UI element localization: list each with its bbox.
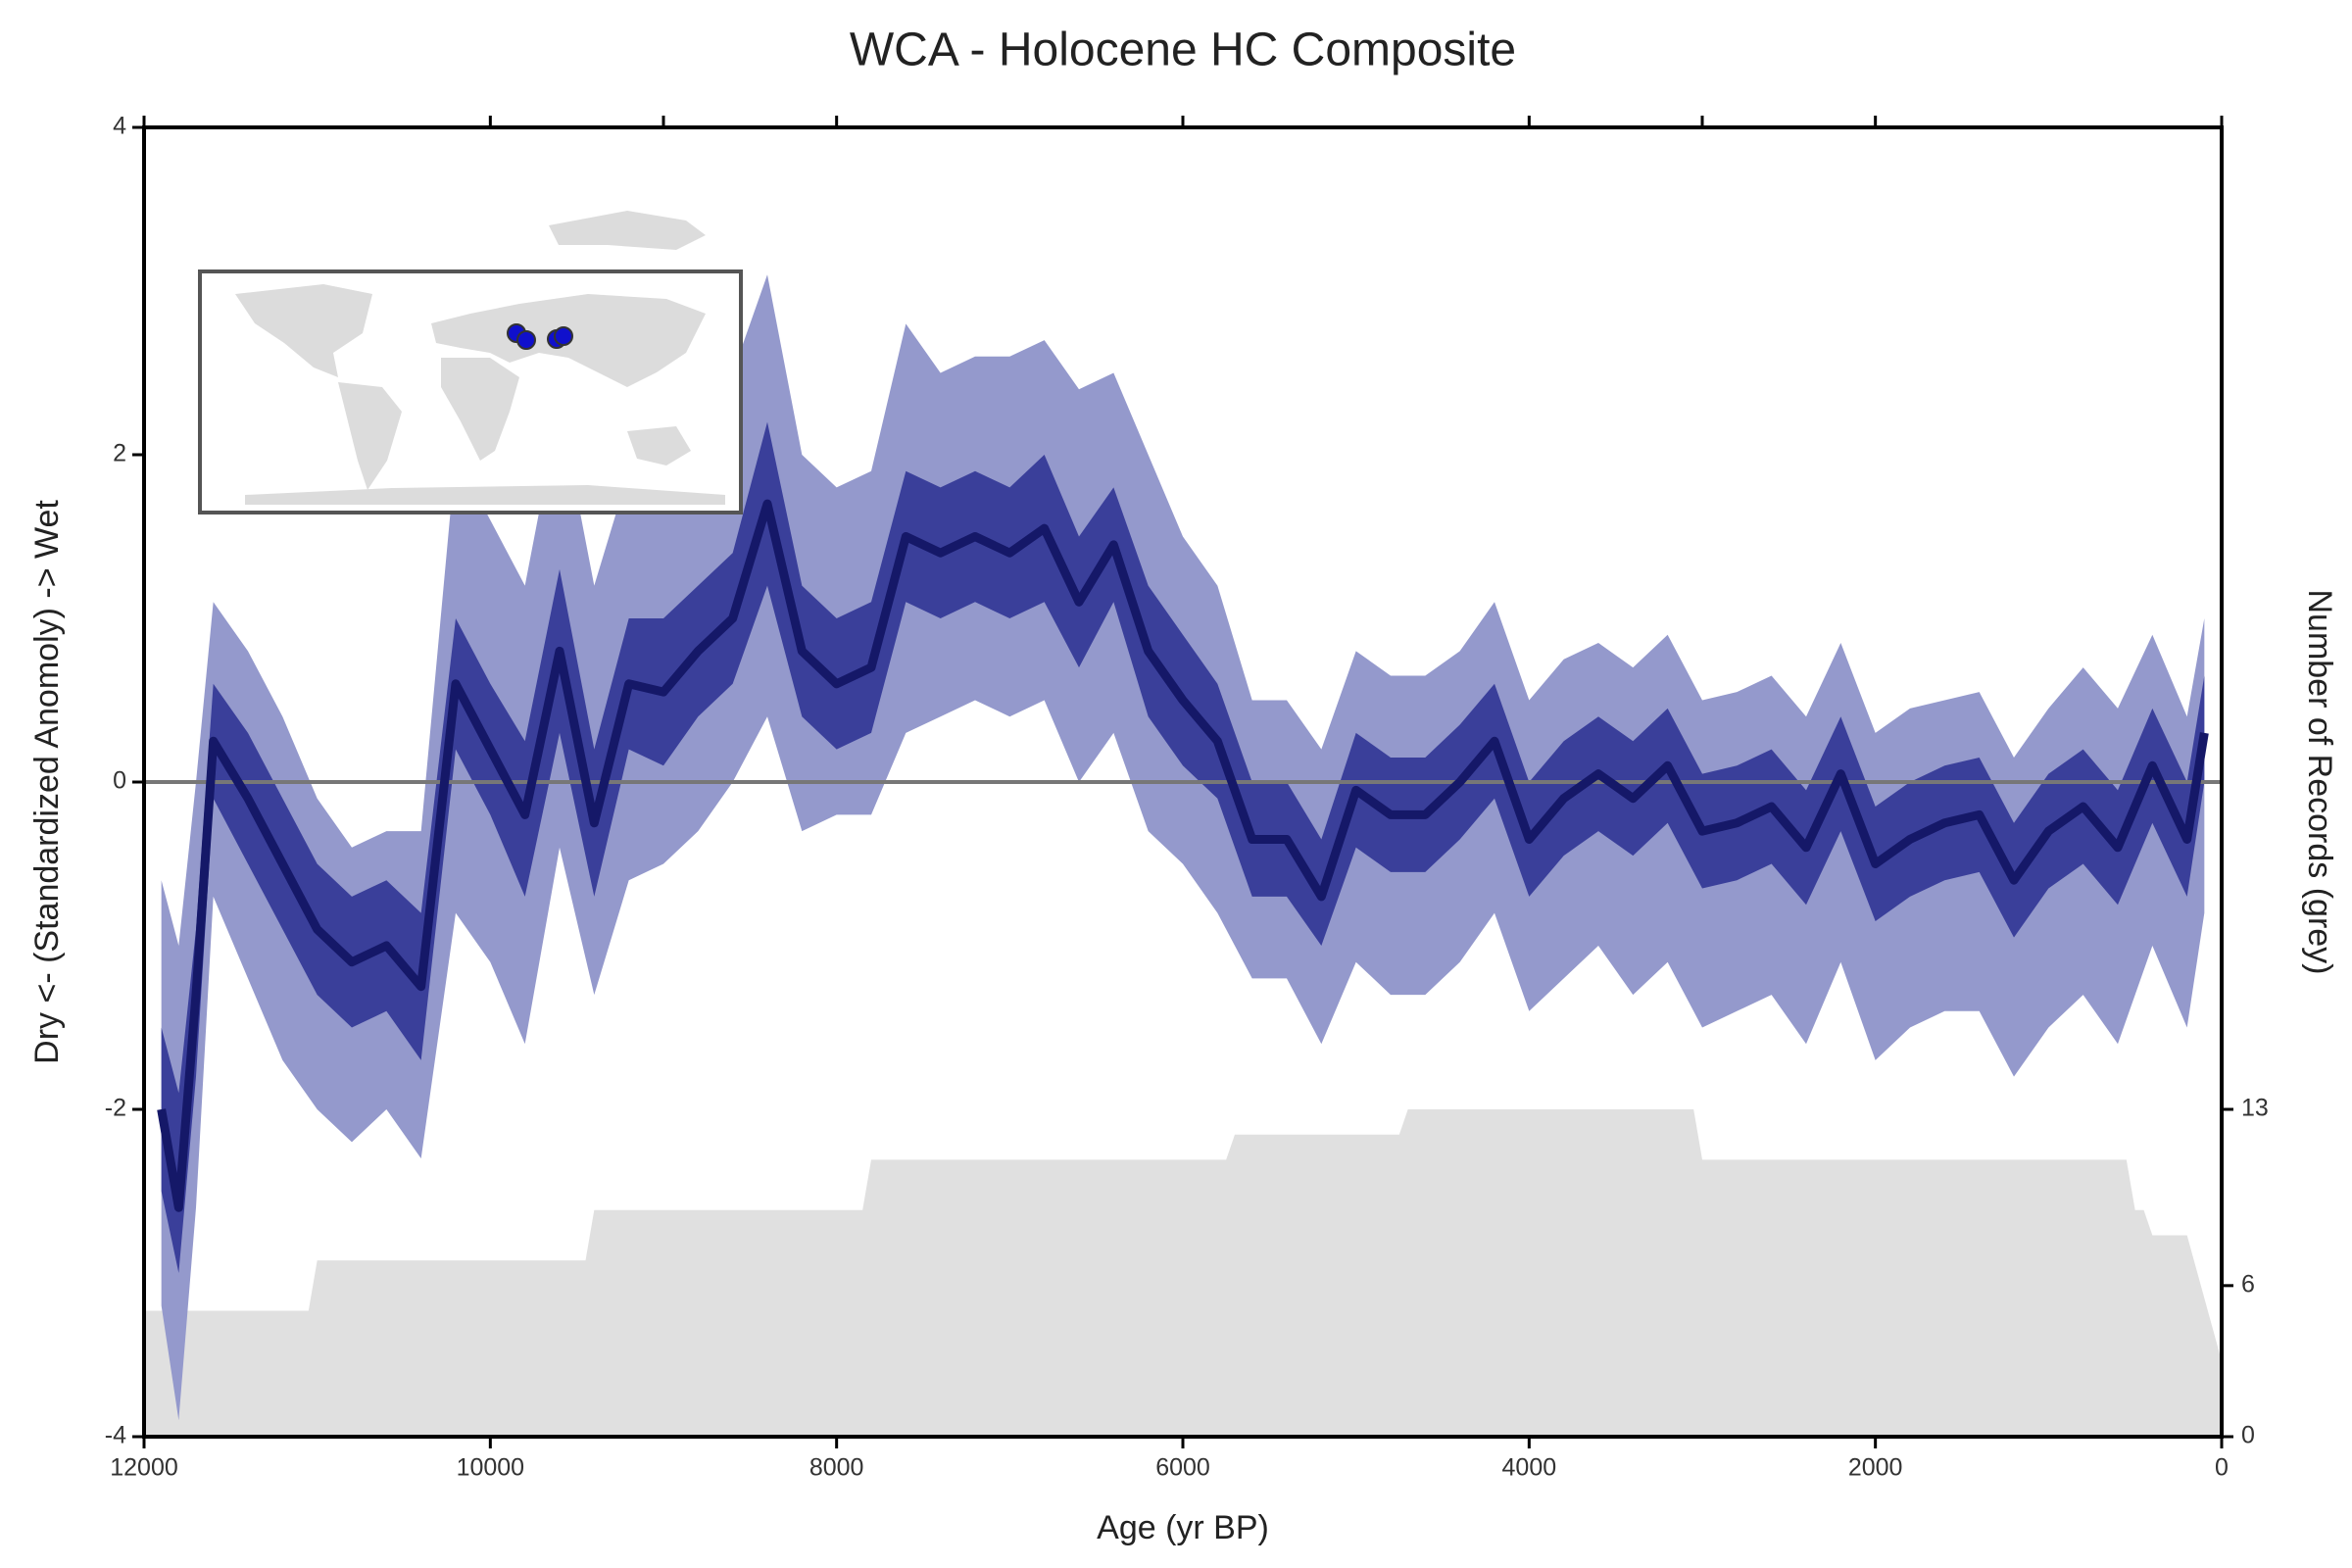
x-tick-label: 6000 (1155, 1454, 1210, 1482)
composite-line (157, 499, 2209, 1212)
uncertainty-band (161, 421, 2205, 1274)
y-tick-label: 2 (113, 440, 126, 467)
x-tick-label: 12000 (110, 1454, 178, 1482)
y2-tick-label: 6 (2241, 1270, 2255, 1298)
inset-map (198, 211, 743, 514)
x-tick-label: 4000 (1502, 1454, 1557, 1482)
y-tick-label: 0 (113, 767, 126, 795)
y-tick-label: -2 (105, 1095, 126, 1122)
x-tick-label: 8000 (809, 1454, 864, 1482)
y-tick-label: 4 (113, 113, 126, 140)
y2-axis-label: Number of Records (grey) (2301, 589, 2338, 974)
x-axis-label: Age (yr BP) (1097, 1509, 1269, 1546)
x-tick-label: 10000 (457, 1454, 525, 1482)
y-axis-label: Dry <- (Standardized Anomoly) -> Wet (28, 500, 66, 1064)
x-tick-label: 2000 (1848, 1454, 1903, 1482)
uncertainty-band (161, 274, 2205, 1421)
y-tick-label: -4 (105, 1422, 126, 1449)
chart-title: WCA - Holocene HC Composite (850, 24, 1516, 76)
y2-tick-label: 0 (2241, 1422, 2255, 1449)
plot-area (144, 274, 2222, 1437)
site-marker (554, 326, 573, 346)
x-tick-label: 0 (2215, 1454, 2229, 1482)
world-land (235, 211, 725, 505)
y2-tick-label: 13 (2241, 1095, 2269, 1122)
site-marker (516, 330, 536, 350)
records-area (144, 1109, 2222, 1437)
